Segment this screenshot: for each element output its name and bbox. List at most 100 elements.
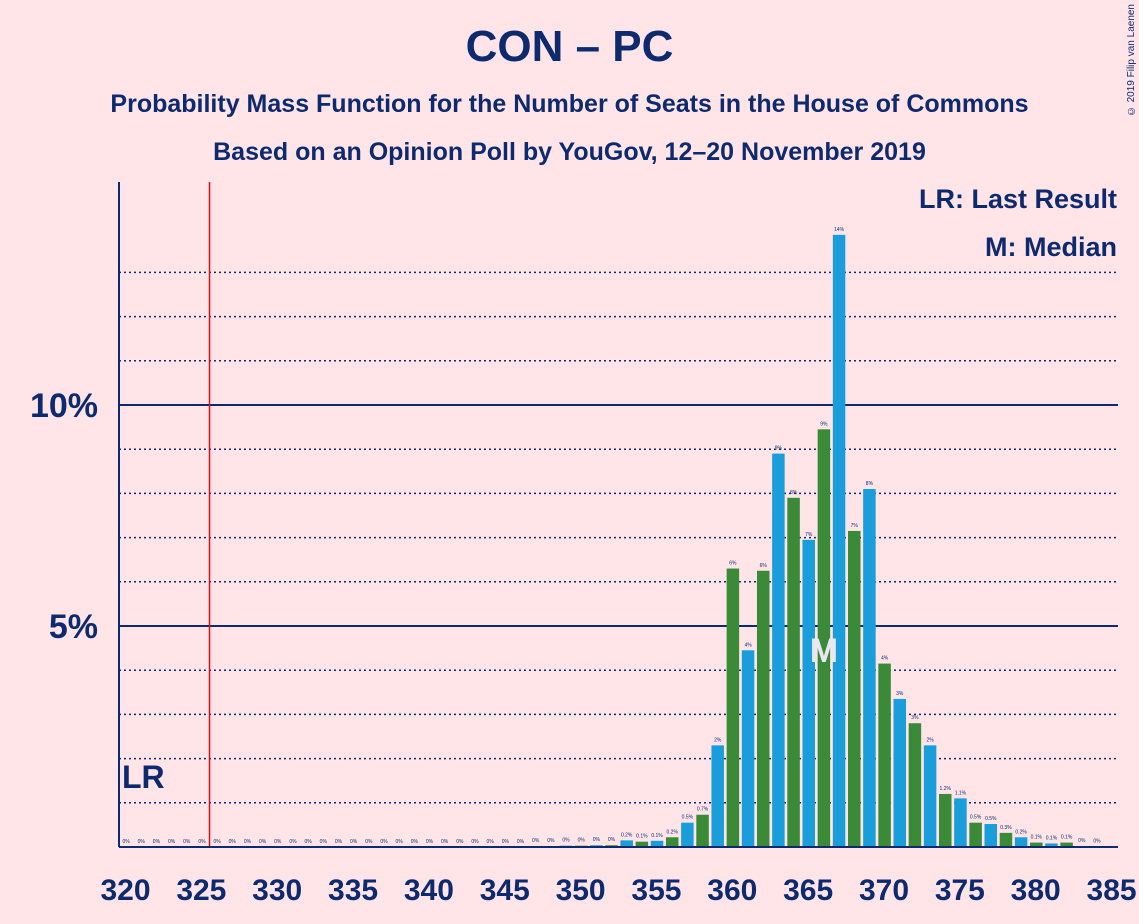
bar-data-label: 4% — [744, 642, 752, 648]
bar-data-label: 4% — [881, 656, 889, 662]
bar-data-label: 0% — [396, 839, 404, 845]
bar-seat-356 — [665, 837, 679, 847]
bar-data-label: 0% — [335, 839, 343, 845]
bar-data-label: 0% — [198, 839, 206, 845]
bar-data-label: 0% — [517, 839, 525, 845]
x-tick-label: 380 — [1011, 874, 1061, 907]
bar-seat-380 — [1030, 842, 1043, 847]
bar-seat-382 — [1060, 842, 1073, 847]
bar-seat-372 — [908, 723, 922, 847]
x-tick-label: 385 — [1087, 874, 1137, 907]
bar-seat-371 — [893, 698, 907, 847]
bar-data-label: 3% — [896, 691, 904, 697]
bar-data-label: 0% — [547, 838, 555, 844]
bar-data-label: 6% — [760, 563, 768, 569]
bar-data-label: 0.1% — [651, 833, 663, 839]
bar-data-label: 0% — [593, 837, 601, 843]
bar-data-label: 9% — [775, 446, 783, 452]
bar-data-label: 0.1% — [1031, 835, 1043, 841]
bar-data-label: 0% — [274, 839, 282, 845]
bar-data-label: 0% — [244, 839, 252, 845]
bar-data-label: 0% — [532, 838, 540, 844]
bar-seat-367 — [832, 234, 846, 847]
bar-data-label: 0.1% — [636, 834, 648, 840]
bar-data-label: 0.1% — [1061, 835, 1073, 841]
bar-seat-353 — [620, 840, 633, 847]
bar-data-label: 0% — [350, 839, 358, 845]
x-tick-label: 320 — [100, 874, 150, 907]
x-tick-label: 375 — [935, 874, 985, 907]
bar-seat-377 — [984, 824, 998, 847]
bar-seat-359 — [711, 745, 724, 847]
chart-title: CON – PC — [465, 22, 674, 71]
bar-seat-364 — [787, 497, 800, 847]
bar-data-label: 0% — [153, 839, 161, 845]
bar-data-label: 2% — [926, 737, 934, 743]
bar-data-label: 8% — [866, 481, 874, 487]
x-tick-label: 350 — [556, 874, 606, 907]
bar-data-label: 3% — [911, 715, 919, 721]
x-tick-label: 325 — [176, 874, 226, 907]
bar-data-label: 7% — [805, 532, 813, 538]
bar-data-label: 0.2% — [621, 832, 633, 838]
median-marker: M — [810, 632, 838, 670]
legend-last-result: LR: Last Result — [918, 184, 1117, 214]
bar-seat-360 — [726, 568, 740, 847]
bar-seat-358 — [696, 814, 709, 847]
bar-data-label: 0% — [320, 839, 328, 845]
bar-data-label: 0.7% — [697, 807, 709, 813]
bar-seat-354 — [635, 841, 649, 847]
bar-data-label: 0% — [471, 839, 479, 845]
bar-seat-368 — [847, 530, 861, 847]
bar-data-label: 9% — [820, 421, 828, 427]
bar-data-label: 0% — [426, 839, 434, 845]
bar-data-label: 0% — [259, 839, 267, 845]
bar-seat-361 — [741, 650, 755, 847]
bar-data-label: 0% — [380, 839, 388, 845]
bar-data-label: 0% — [608, 837, 616, 843]
bar-seat-374 — [939, 793, 952, 847]
bar-seat-369 — [863, 488, 876, 847]
bar-data-label: 0.3% — [1000, 825, 1012, 831]
bar-data-label: 0.5% — [970, 815, 982, 821]
x-tick-label: 335 — [328, 874, 378, 907]
bar-data-label: 0% — [213, 839, 221, 845]
bar-data-label: 0.2% — [667, 829, 679, 835]
bar-seat-362 — [756, 570, 770, 847]
bar-seat-379 — [1014, 837, 1028, 847]
bar-data-label: 0.2% — [1015, 829, 1027, 835]
x-tick-label: 360 — [707, 874, 757, 907]
bar-data-label: 0% — [1093, 839, 1101, 845]
bar-data-label: 0% — [487, 839, 495, 845]
bar-data-label: 0% — [122, 839, 130, 845]
chart-subtitle: Probability Mass Function for the Number… — [110, 90, 1029, 118]
y-tick-label: 5% — [49, 608, 98, 646]
legend-median: M: Median — [985, 232, 1117, 262]
bar-seat-381 — [1045, 843, 1058, 847]
bar-data-label: 1.1% — [955, 790, 967, 796]
x-tick-label: 345 — [480, 874, 530, 907]
bar-data-label: 8% — [790, 490, 798, 496]
bar-seat-376 — [969, 822, 982, 847]
bar-data-label: 0% — [229, 839, 237, 845]
bar-data-label: 1.2% — [940, 786, 952, 792]
bar-data-label: 0% — [411, 839, 419, 845]
bar-data-label: 0% — [1078, 838, 1086, 844]
bar-data-label: 0% — [502, 839, 510, 845]
bar-data-label: 0% — [168, 839, 176, 845]
bar-seat-365 — [802, 539, 815, 847]
bar-seat-370 — [878, 663, 891, 847]
bar-data-label: 0% — [456, 839, 464, 845]
bar-data-label: 0% — [578, 838, 586, 844]
chart-source-line: Based on an Opinion Poll by YouGov, 12–2… — [213, 138, 926, 166]
x-tick-label: 355 — [631, 874, 681, 907]
y-tick-label: 10% — [30, 387, 98, 425]
bar-seat-378 — [999, 832, 1013, 847]
bar-data-label: 0.5% — [985, 816, 997, 822]
bar-data-label: 7% — [851, 523, 859, 529]
bar-seat-375 — [954, 798, 967, 847]
bar-data-label: 0% — [305, 839, 313, 845]
x-tick-label: 330 — [252, 874, 302, 907]
bar-data-label: 0% — [441, 839, 449, 845]
